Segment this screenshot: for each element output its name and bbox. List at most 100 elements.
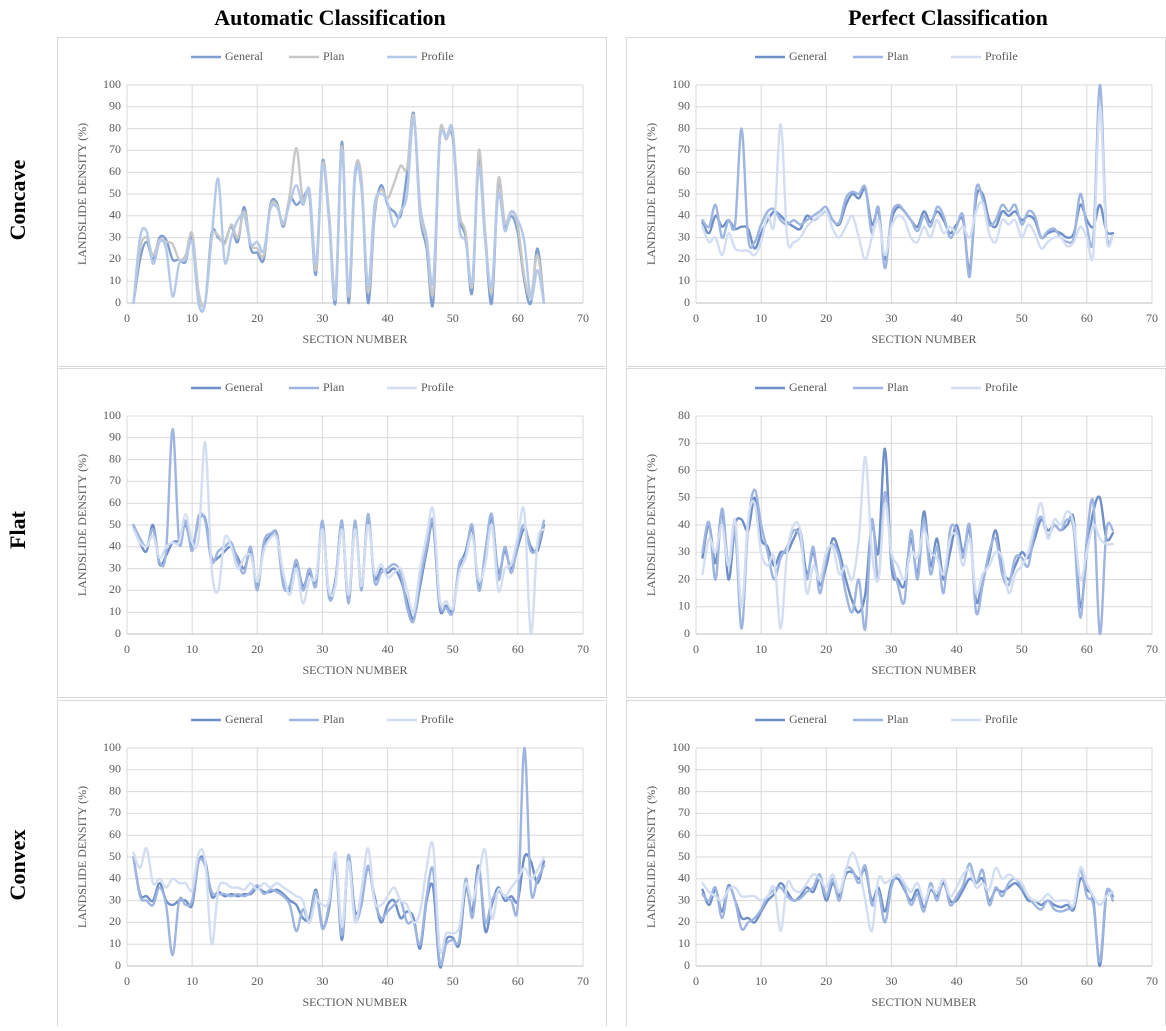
- panel-frame: [57, 37, 607, 367]
- y-tick-label: 80: [678, 408, 690, 422]
- y-tick-label: 60: [109, 495, 121, 509]
- y-tick-label: 60: [678, 164, 690, 178]
- legend-label: Profile: [985, 712, 1018, 726]
- y-axis-label: LANDSLIDE DENSITY (%): [644, 786, 658, 928]
- x-tick-label: 70: [577, 974, 589, 988]
- y-tick-label: 40: [678, 208, 690, 222]
- y-tick-label: 20: [678, 251, 690, 265]
- x-tick-label: 0: [693, 974, 699, 988]
- y-tick-label: 90: [109, 762, 121, 776]
- x-tick-label: 10: [186, 311, 198, 325]
- x-tick-label: 0: [124, 642, 130, 656]
- y-tick-label: 20: [678, 914, 690, 928]
- y-tick-label: 20: [678, 571, 690, 585]
- legend-label: General: [225, 49, 264, 63]
- x-tick-label: 30: [885, 974, 897, 988]
- y-tick-label: 60: [109, 827, 121, 841]
- column-title: Automatic Classification: [214, 5, 446, 30]
- row-title: Convex: [5, 830, 30, 901]
- y-tick-label: 30: [109, 229, 121, 243]
- y-tick-label: 0: [115, 626, 121, 640]
- column-title: Perfect Classification: [848, 5, 1048, 30]
- legend-label: Plan: [323, 380, 344, 394]
- x-tick-label: 30: [316, 642, 328, 656]
- series-line: [701, 862, 1115, 963]
- x-tick-label: 10: [186, 642, 198, 656]
- y-tick-label: 10: [109, 604, 121, 618]
- x-tick-label: 30: [316, 974, 328, 988]
- y-tick-label: 0: [684, 958, 690, 972]
- legend-label: Plan: [887, 712, 908, 726]
- x-axis-label: SECTION NUMBER: [871, 332, 976, 346]
- y-tick-label: 0: [115, 295, 121, 309]
- x-tick-label: 50: [1016, 642, 1028, 656]
- y-tick-label: 60: [678, 462, 690, 476]
- x-axis-label: SECTION NUMBER: [302, 995, 407, 1009]
- legend-label: General: [789, 712, 828, 726]
- x-tick-label: 0: [124, 974, 130, 988]
- x-tick-label: 10: [755, 311, 767, 325]
- x-tick-label: 0: [693, 311, 699, 325]
- y-tick-label: 0: [115, 958, 121, 972]
- legend-label: General: [225, 380, 264, 394]
- y-tick-label: 40: [109, 539, 121, 553]
- legend-label: Plan: [887, 380, 908, 394]
- y-tick-label: 20: [109, 582, 121, 596]
- series-line: [132, 440, 546, 636]
- x-tick-label: 70: [577, 642, 589, 656]
- y-tick-label: 40: [109, 871, 121, 885]
- y-tick-label: 10: [678, 936, 690, 950]
- x-tick-label: 20: [251, 311, 263, 325]
- y-tick-label: 10: [678, 273, 690, 287]
- y-tick-label: 20: [109, 914, 121, 928]
- x-tick-label: 20: [820, 974, 832, 988]
- x-tick-label: 20: [820, 642, 832, 656]
- legend-label: General: [789, 380, 828, 394]
- x-tick-label: 60: [1081, 311, 1093, 325]
- series-line: [701, 851, 1115, 933]
- x-tick-label: 20: [251, 642, 263, 656]
- legend-label: Profile: [985, 380, 1018, 394]
- x-tick-label: 30: [316, 311, 328, 325]
- x-tick-label: 60: [1081, 642, 1093, 656]
- x-tick-label: 0: [693, 642, 699, 656]
- y-axis-label: LANDSLIDE DENSITY (%): [75, 454, 89, 596]
- legend-label: General: [789, 49, 828, 63]
- x-tick-label: 70: [1146, 642, 1158, 656]
- y-tick-label: 80: [678, 783, 690, 797]
- row-title: Concave: [5, 159, 30, 240]
- series-line: [132, 841, 546, 954]
- y-axis-label: LANDSLIDE DENSITY (%): [644, 123, 658, 265]
- y-tick-label: 50: [109, 849, 121, 863]
- series-line: [701, 83, 1115, 279]
- x-tick-label: 70: [1146, 311, 1158, 325]
- series-line: [701, 105, 1115, 262]
- x-tick-label: 60: [512, 311, 524, 325]
- y-tick-label: 80: [678, 120, 690, 134]
- y-tick-label: 20: [109, 251, 121, 265]
- y-tick-label: 60: [678, 827, 690, 841]
- y-tick-label: 80: [109, 451, 121, 465]
- legend-label: Profile: [421, 712, 454, 726]
- x-axis-label: SECTION NUMBER: [871, 995, 976, 1009]
- panel-frame: [57, 368, 607, 698]
- y-tick-label: 40: [678, 871, 690, 885]
- y-tick-label: 30: [109, 560, 121, 574]
- series-line: [132, 116, 546, 313]
- y-tick-label: 60: [109, 164, 121, 178]
- y-tick-label: 50: [109, 186, 121, 200]
- legend-label: General: [225, 712, 264, 726]
- y-tick-label: 70: [109, 142, 121, 156]
- series-line: [132, 427, 546, 624]
- y-tick-label: 70: [109, 473, 121, 487]
- legend-label: Plan: [887, 49, 908, 63]
- x-tick-label: 50: [1016, 311, 1028, 325]
- y-tick-label: 50: [678, 490, 690, 504]
- x-tick-label: 40: [382, 974, 394, 988]
- x-tick-label: 70: [577, 311, 589, 325]
- legend-label: Profile: [985, 49, 1018, 63]
- y-axis-label: LANDSLIDE DENSITY (%): [644, 454, 658, 596]
- x-tick-label: 30: [885, 642, 897, 656]
